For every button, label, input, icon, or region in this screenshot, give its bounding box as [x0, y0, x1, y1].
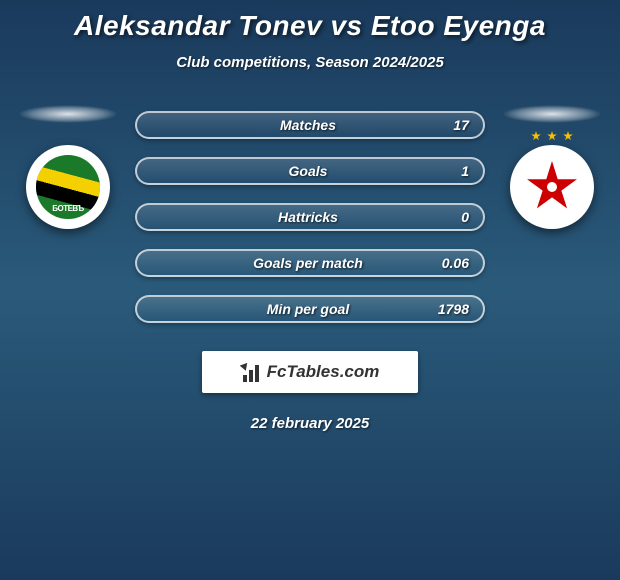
- left-club-badge-inner: БОТЕВЪ: [36, 155, 100, 219]
- right-club-stars: [510, 131, 594, 141]
- stat-value-right: 0: [425, 209, 469, 225]
- right-club-badge-inner: [517, 152, 587, 222]
- subtitle: Club competitions, Season 2024/2025: [10, 54, 610, 71]
- stat-row: Min per goal 1798: [135, 295, 485, 323]
- right-club-badge: [510, 145, 594, 229]
- brand-box: FcTables.com: [202, 351, 418, 393]
- infographic-container: Aleksandar Tonev vs Etoo Eyenga Club com…: [0, 0, 620, 432]
- right-club-center-icon: [544, 179, 560, 195]
- stats-list: Matches 17 Goals 1 Hattricks 0 Goals per…: [135, 111, 485, 341]
- brand-text: FcTables.com: [267, 362, 380, 382]
- left-club-name: БОТЕВЪ: [52, 204, 84, 213]
- stat-row: Goals per match 0.06: [135, 249, 485, 277]
- ellipse-shadow-left: [18, 105, 118, 123]
- left-club-badge: БОТЕВЪ: [26, 145, 110, 229]
- left-club-column: БОТЕВЪ: [18, 105, 118, 229]
- main-area: БОТЕВЪ Matches 17: [10, 111, 610, 341]
- stat-value-right: 0.06: [425, 255, 469, 271]
- stat-label: Hattricks: [191, 209, 425, 225]
- star-icon: [531, 131, 541, 141]
- stat-value-right: 1798: [425, 301, 469, 317]
- comparison-title: Aleksandar Tonev vs Etoo Eyenga: [10, 10, 610, 42]
- star-icon: [547, 131, 557, 141]
- ellipse-shadow-right: [502, 105, 602, 123]
- stat-label: Matches: [191, 117, 425, 133]
- stat-row: Hattricks 0: [135, 203, 485, 231]
- stat-label: Min per goal: [191, 301, 425, 317]
- stat-value-right: 1: [425, 163, 469, 179]
- stat-value-right: 17: [425, 117, 469, 133]
- right-club-column: [502, 105, 602, 229]
- stat-row: Goals 1: [135, 157, 485, 185]
- chart-icon: [241, 362, 263, 382]
- stat-label: Goals: [191, 163, 425, 179]
- star-icon: [563, 131, 573, 141]
- stat-label: Goals per match: [191, 255, 425, 271]
- date-label: 22 february 2025: [10, 415, 610, 432]
- stat-row: Matches 17: [135, 111, 485, 139]
